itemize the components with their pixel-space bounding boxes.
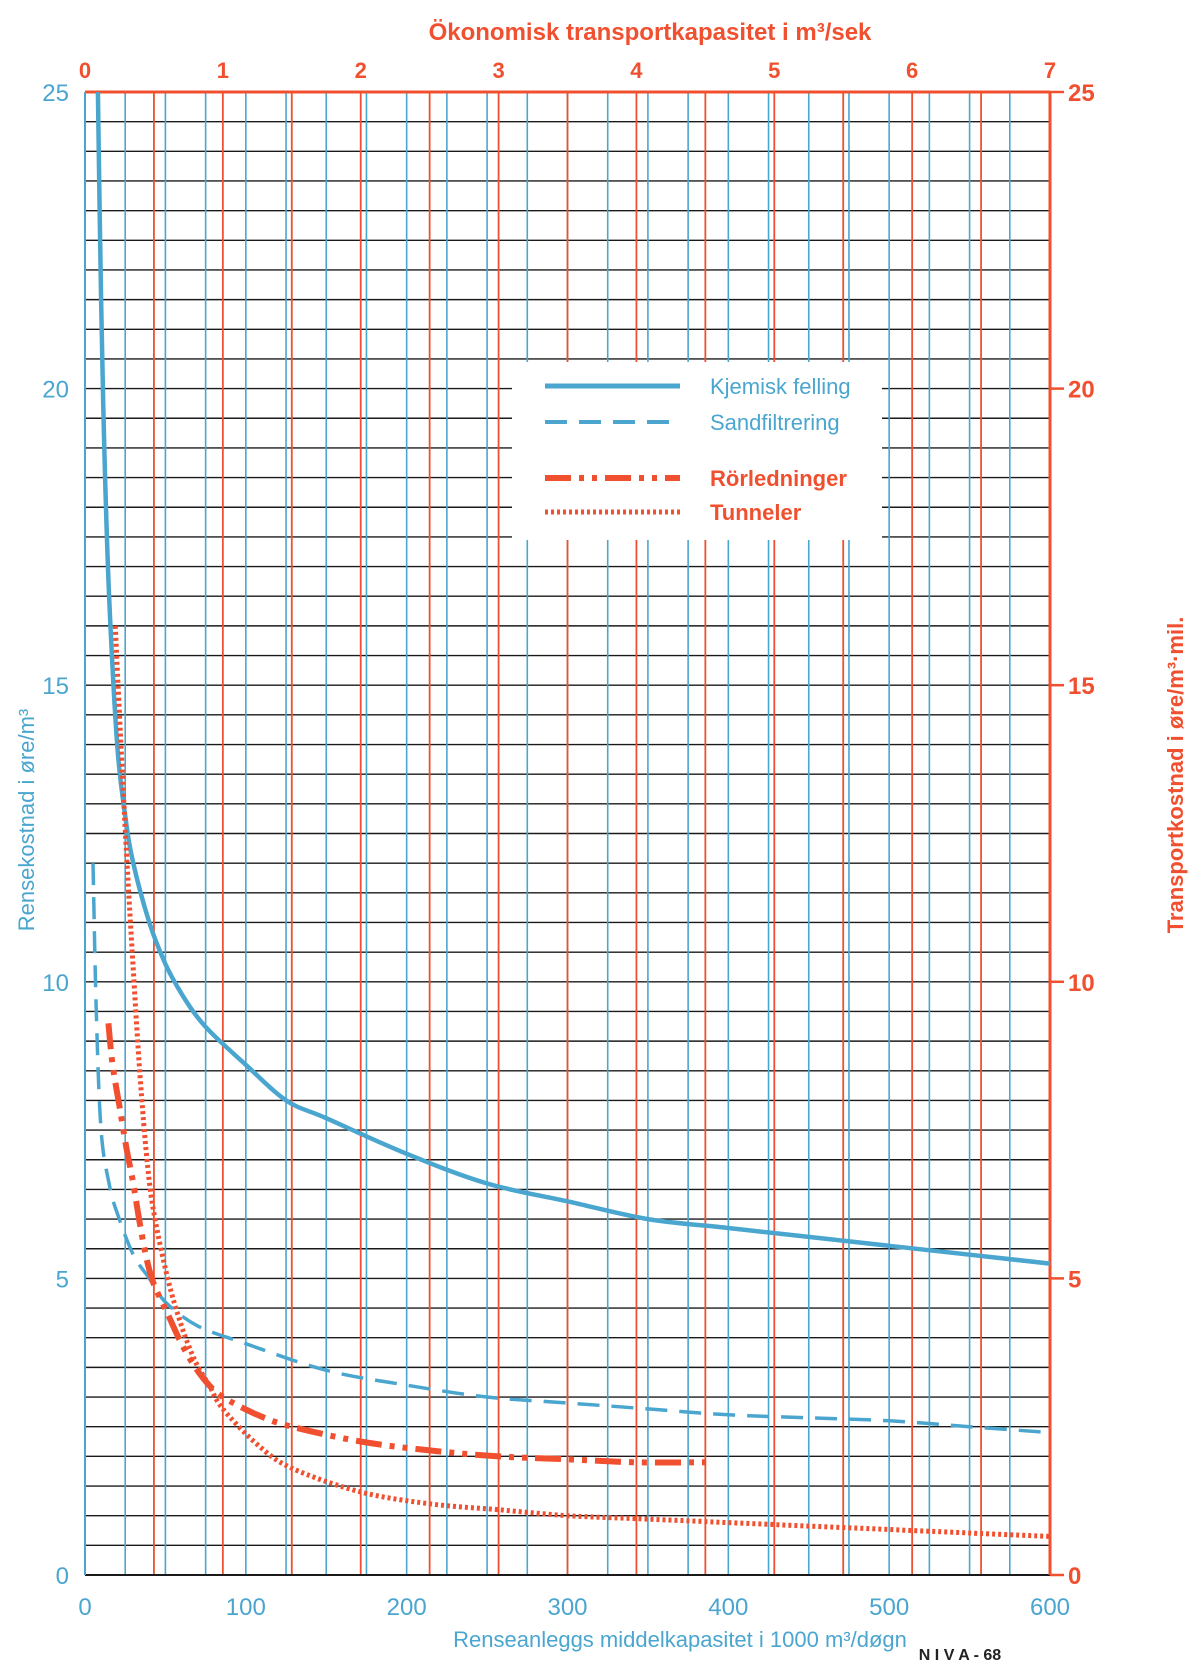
tick-label-x-top: 7 bbox=[1044, 58, 1056, 83]
series-line-3 bbox=[105, 1022, 706, 1466]
tick-label-x-top: 5 bbox=[768, 58, 780, 83]
tick-label-x-top: 2 bbox=[355, 58, 367, 83]
tick-label-y-right: 20 bbox=[1068, 377, 1095, 404]
tick-label-y-left: 10 bbox=[42, 970, 69, 997]
tick-label-x-top: 1 bbox=[217, 58, 229, 83]
tick-label-x-top: 0 bbox=[79, 58, 91, 83]
tick-label-y-left: 5 bbox=[56, 1266, 69, 1293]
tick-label-x-top: 3 bbox=[492, 58, 504, 83]
tick-label-y-left: 15 bbox=[42, 673, 69, 700]
left-axis-title: Rensekostnad i øre/m³ bbox=[14, 709, 39, 932]
tick-label-x-bottom: 200 bbox=[387, 1594, 427, 1621]
legend: Kjemisk felling Sandfiltrering Rörlednin… bbox=[512, 362, 882, 540]
tick-label-x-bottom: 400 bbox=[708, 1594, 748, 1621]
series-line-1 bbox=[95, 91, 1051, 1266]
tick-label-x-bottom: 300 bbox=[547, 1594, 587, 1621]
legend-label-kjemisk: Kjemisk felling bbox=[710, 374, 851, 399]
tick-label-y-right: 15 bbox=[1068, 673, 1095, 700]
data-series bbox=[91, 91, 1051, 1539]
tick-label-y-left: 25 bbox=[42, 80, 69, 107]
legend-label-sandfiltrering: Sandfiltrering bbox=[710, 410, 840, 435]
source-footer: N I V A - 68 bbox=[919, 1647, 1001, 1662]
tick-label-x-top: 4 bbox=[630, 58, 643, 83]
series-line-4 bbox=[112, 625, 1051, 1539]
top-axis-title: Ökonomisk transportkapasitet i m³/sek bbox=[429, 19, 872, 46]
tick-label-y-right: 0 bbox=[1068, 1563, 1081, 1590]
tick-label-y-right: 10 bbox=[1068, 970, 1095, 997]
tick-label-x-bottom: 600 bbox=[1030, 1594, 1070, 1621]
blue-vertical-gridlines bbox=[84, 92, 1051, 1575]
legend-label-tunneler: Tunneler bbox=[710, 500, 802, 525]
tick-labels: 0 100 200 300 400 500 600 0 1 2 3 4 5 6 7 0 5 10 15 20 25 0 5 1… bbox=[42, 58, 1094, 1621]
legend-label-rorledninger: Rörledninger bbox=[710, 466, 847, 491]
tick-label-y-right: 5 bbox=[1068, 1266, 1081, 1293]
axes bbox=[84, 90, 1052, 1576]
tick-label-y-left: 20 bbox=[42, 377, 69, 404]
series-line-2 bbox=[91, 863, 1051, 1435]
right-axis-title: Transportkostnad i øre/m³·mil. bbox=[1163, 617, 1188, 934]
bottom-axis-title: Renseanleggs middelkapasitet i 1000 m³/d… bbox=[453, 1627, 907, 1652]
tick-label-y-right: 25 bbox=[1068, 80, 1095, 107]
tick-label-x-bottom: 100 bbox=[226, 1594, 266, 1621]
tick-label-x-top: 6 bbox=[906, 58, 918, 83]
tick-label-y-left: 0 bbox=[56, 1563, 69, 1590]
tick-label-x-bottom: 500 bbox=[869, 1594, 909, 1621]
legend-background bbox=[512, 362, 882, 540]
tick-label-x-bottom: 0 bbox=[78, 1594, 91, 1621]
